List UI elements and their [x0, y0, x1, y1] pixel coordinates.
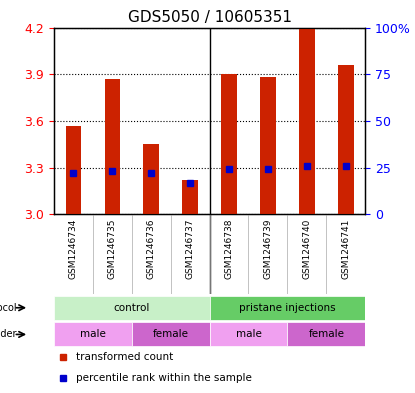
FancyBboxPatch shape	[210, 322, 287, 347]
Text: male: male	[80, 329, 106, 340]
Bar	[260, 77, 276, 214]
Text: GSM1246735: GSM1246735	[108, 219, 117, 279]
Text: pristane injections: pristane injections	[239, 303, 336, 313]
Bar	[144, 144, 159, 214]
Text: transformed count: transformed count	[76, 352, 173, 362]
Text: male: male	[236, 329, 261, 340]
FancyBboxPatch shape	[210, 296, 365, 320]
Text: GSM1246738: GSM1246738	[225, 219, 234, 279]
Text: protocol: protocol	[0, 303, 17, 313]
Bar	[66, 126, 81, 214]
Text: GSM1246737: GSM1246737	[186, 219, 195, 279]
Text: GSM1246734: GSM1246734	[69, 219, 78, 279]
Bar	[338, 65, 354, 214]
Text: GSM1246740: GSM1246740	[303, 219, 311, 279]
Text: female: female	[153, 329, 189, 340]
Bar	[221, 74, 237, 214]
Text: control: control	[114, 303, 150, 313]
Text: GSM1246736: GSM1246736	[147, 219, 156, 279]
Text: GSM1246741: GSM1246741	[341, 219, 350, 279]
Text: gender: gender	[0, 329, 17, 340]
FancyBboxPatch shape	[132, 322, 210, 347]
Text: GSM1246739: GSM1246739	[264, 219, 272, 279]
Text: percentile rank within the sample: percentile rank within the sample	[76, 373, 251, 383]
Bar	[105, 79, 120, 214]
FancyBboxPatch shape	[54, 296, 210, 320]
Text: female: female	[308, 329, 344, 340]
FancyBboxPatch shape	[54, 322, 132, 347]
Title: GDS5050 / 10605351: GDS5050 / 10605351	[127, 10, 292, 25]
Bar	[299, 29, 315, 214]
Bar	[182, 180, 198, 214]
FancyBboxPatch shape	[287, 322, 365, 347]
